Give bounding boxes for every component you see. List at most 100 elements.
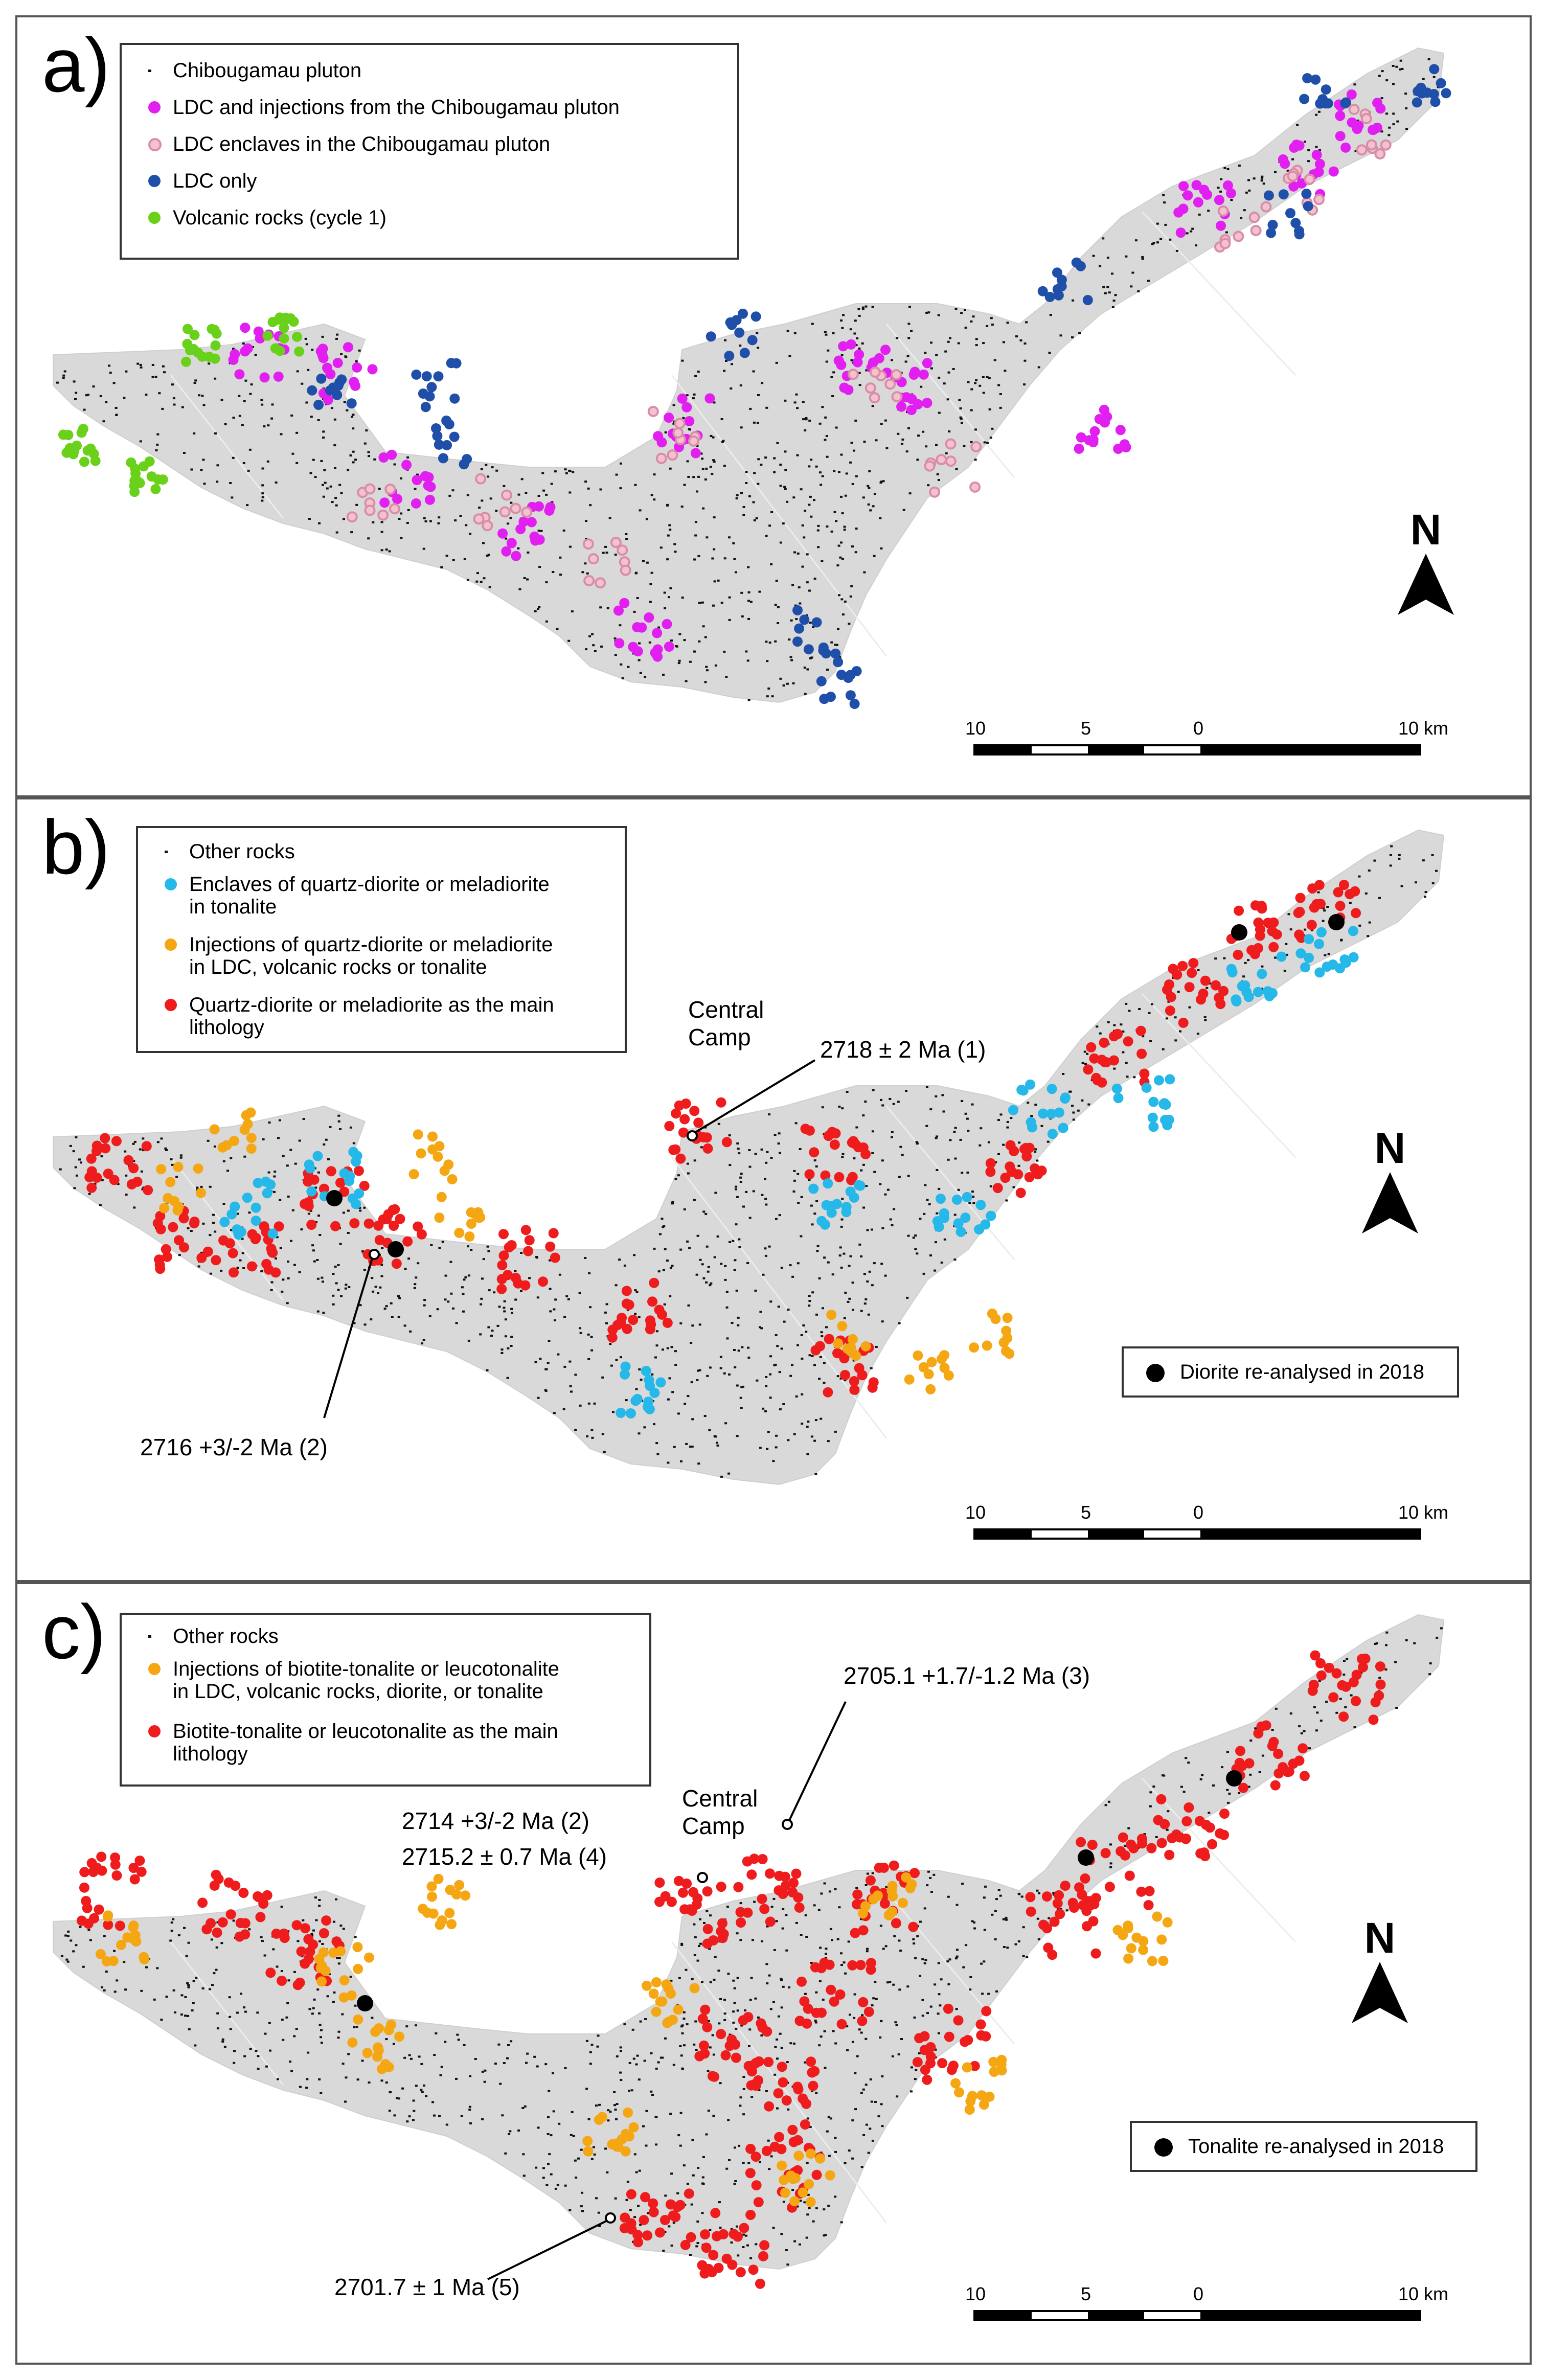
red-points	[218, 1221, 284, 1278]
reanalysed-point	[1231, 924, 1247, 941]
cyan-points	[1111, 1074, 1175, 1132]
reanalysed-point	[326, 1190, 343, 1206]
red-points	[1153, 1794, 1230, 1862]
red-points	[733, 1853, 805, 1928]
age-label-2-b: 2716 +3/-2 Ma (2)	[140, 1434, 328, 1460]
black-dot-icon	[1154, 2138, 1173, 2157]
orange-points	[969, 1308, 1015, 1359]
red-points	[84, 1133, 153, 1196]
magenta-points	[378, 449, 436, 509]
cyan-points	[1226, 951, 1287, 1006]
sample-marker	[782, 1819, 793, 1830]
dark-blue-points	[816, 657, 862, 709]
red-points	[800, 1124, 871, 1185]
reanalysed-point	[1328, 914, 1345, 930]
green-points	[58, 424, 101, 467]
black-dot-icon	[1146, 1364, 1165, 1382]
red-points	[607, 1277, 673, 1343]
sample-marker	[697, 1872, 708, 1883]
fault-line	[1141, 1777, 1296, 1943]
tick-icon	[148, 70, 151, 72]
central-camp-label-b: Central Camp	[688, 996, 764, 1050]
orange-points	[1112, 1911, 1173, 1966]
age-label-3: 2705.1 +1.7/-1.2 Ma (3)	[844, 1662, 1090, 1689]
scale-bar-c: 10 5 0 10 km	[965, 2283, 1448, 2329]
north-arrow-a: N	[1393, 508, 1459, 620]
legend-b: Other rocks Enclaves of quartz-diorite o…	[136, 826, 627, 1053]
dark-blue-points	[706, 308, 761, 361]
green-points	[181, 324, 222, 367]
panel-b: b) Other rocks Enclaves of quartz-diorit…	[15, 797, 1532, 1582]
magenta-points	[1173, 180, 1236, 238]
orange-points	[857, 1872, 917, 1920]
reanalysed-point	[1078, 1849, 1094, 1866]
red-points	[76, 1851, 147, 1931]
orange-points	[95, 1910, 150, 1966]
dark-blue-points	[1299, 73, 1351, 109]
red-points	[697, 2208, 770, 2289]
reanalysed-point	[357, 1995, 373, 2011]
fault-line	[170, 375, 284, 519]
dark-blue-points	[431, 415, 472, 470]
orange-points	[314, 1942, 374, 2003]
fault-line	[170, 1157, 284, 1301]
cyan-points	[808, 1178, 866, 1230]
fault-line	[671, 375, 888, 657]
orange-points	[950, 2054, 1007, 2115]
orange-points	[418, 1873, 471, 1930]
sample-marker	[687, 1130, 698, 1141]
red-points	[496, 1225, 560, 1294]
red-points	[664, 1097, 732, 1164]
orange-points	[156, 1161, 206, 1216]
north-arrow-c: N	[1347, 1916, 1413, 2028]
sample-marker	[369, 1249, 380, 1260]
fault-line	[885, 1890, 1015, 2045]
red-dot-icon	[148, 1725, 161, 1737]
sample-marker	[605, 2212, 616, 2224]
panel-label-a: a)	[42, 22, 110, 108]
reanalysed-legend-b: Diorite re-analysed in 2018	[1122, 1346, 1459, 1398]
leader-line	[788, 1701, 847, 1821]
map-a	[53, 47, 1451, 709]
red-points	[654, 1875, 729, 1949]
scale-bar-b: 10 5 0 10 km	[965, 1502, 1448, 1548]
pink-ring-points	[1283, 165, 1325, 216]
tick-icon	[148, 1635, 151, 1638]
orange-points	[209, 1107, 257, 1154]
magenta-points	[613, 598, 674, 662]
map-c	[53, 1614, 1445, 2289]
panel-label-b: b)	[42, 804, 110, 890]
red-points	[912, 2003, 992, 2085]
tick-icon	[165, 851, 168, 853]
panel-a: a) Chibougamau pluton LDC and injections…	[15, 15, 1532, 797]
north-arrow-b: N	[1357, 1127, 1423, 1239]
fault-line	[885, 324, 1015, 478]
red-points	[985, 1140, 1047, 1198]
cyan-points	[219, 1176, 278, 1240]
leader-line	[323, 1258, 373, 1418]
dark-blue-points	[1412, 64, 1451, 108]
pink-ring-points	[647, 405, 701, 464]
legend-c: Other rocks Injections of biotite-tonali…	[120, 1613, 651, 1787]
red-points	[197, 1869, 272, 1942]
orange-points	[582, 2107, 639, 2157]
magenta-dot-icon	[148, 101, 161, 113]
fault-line	[885, 1106, 1015, 1260]
dark-blue-points	[1263, 189, 1313, 240]
magenta-points	[1074, 404, 1131, 454]
green-points	[126, 456, 168, 497]
orange-points	[641, 1977, 700, 2028]
dark-blue-points	[792, 605, 841, 659]
north-arrow-icon	[1398, 554, 1454, 615]
orange-dot-icon	[148, 1663, 161, 1675]
red-points	[362, 1204, 427, 1269]
red-points	[743, 2056, 820, 2135]
dark-blue-points	[1037, 257, 1093, 305]
age-label-2-c: 2714 +3/-2 Ma (2)	[402, 1807, 589, 1834]
orange-dot-icon	[165, 939, 177, 951]
pink-ring-icon	[148, 138, 162, 151]
pink-ring-points	[847, 367, 903, 404]
panel-c: c) Other rocks Injections of biotite-ton…	[15, 1582, 1532, 2365]
red-points	[1162, 958, 1229, 1028]
cyan-points	[1008, 1079, 1071, 1139]
